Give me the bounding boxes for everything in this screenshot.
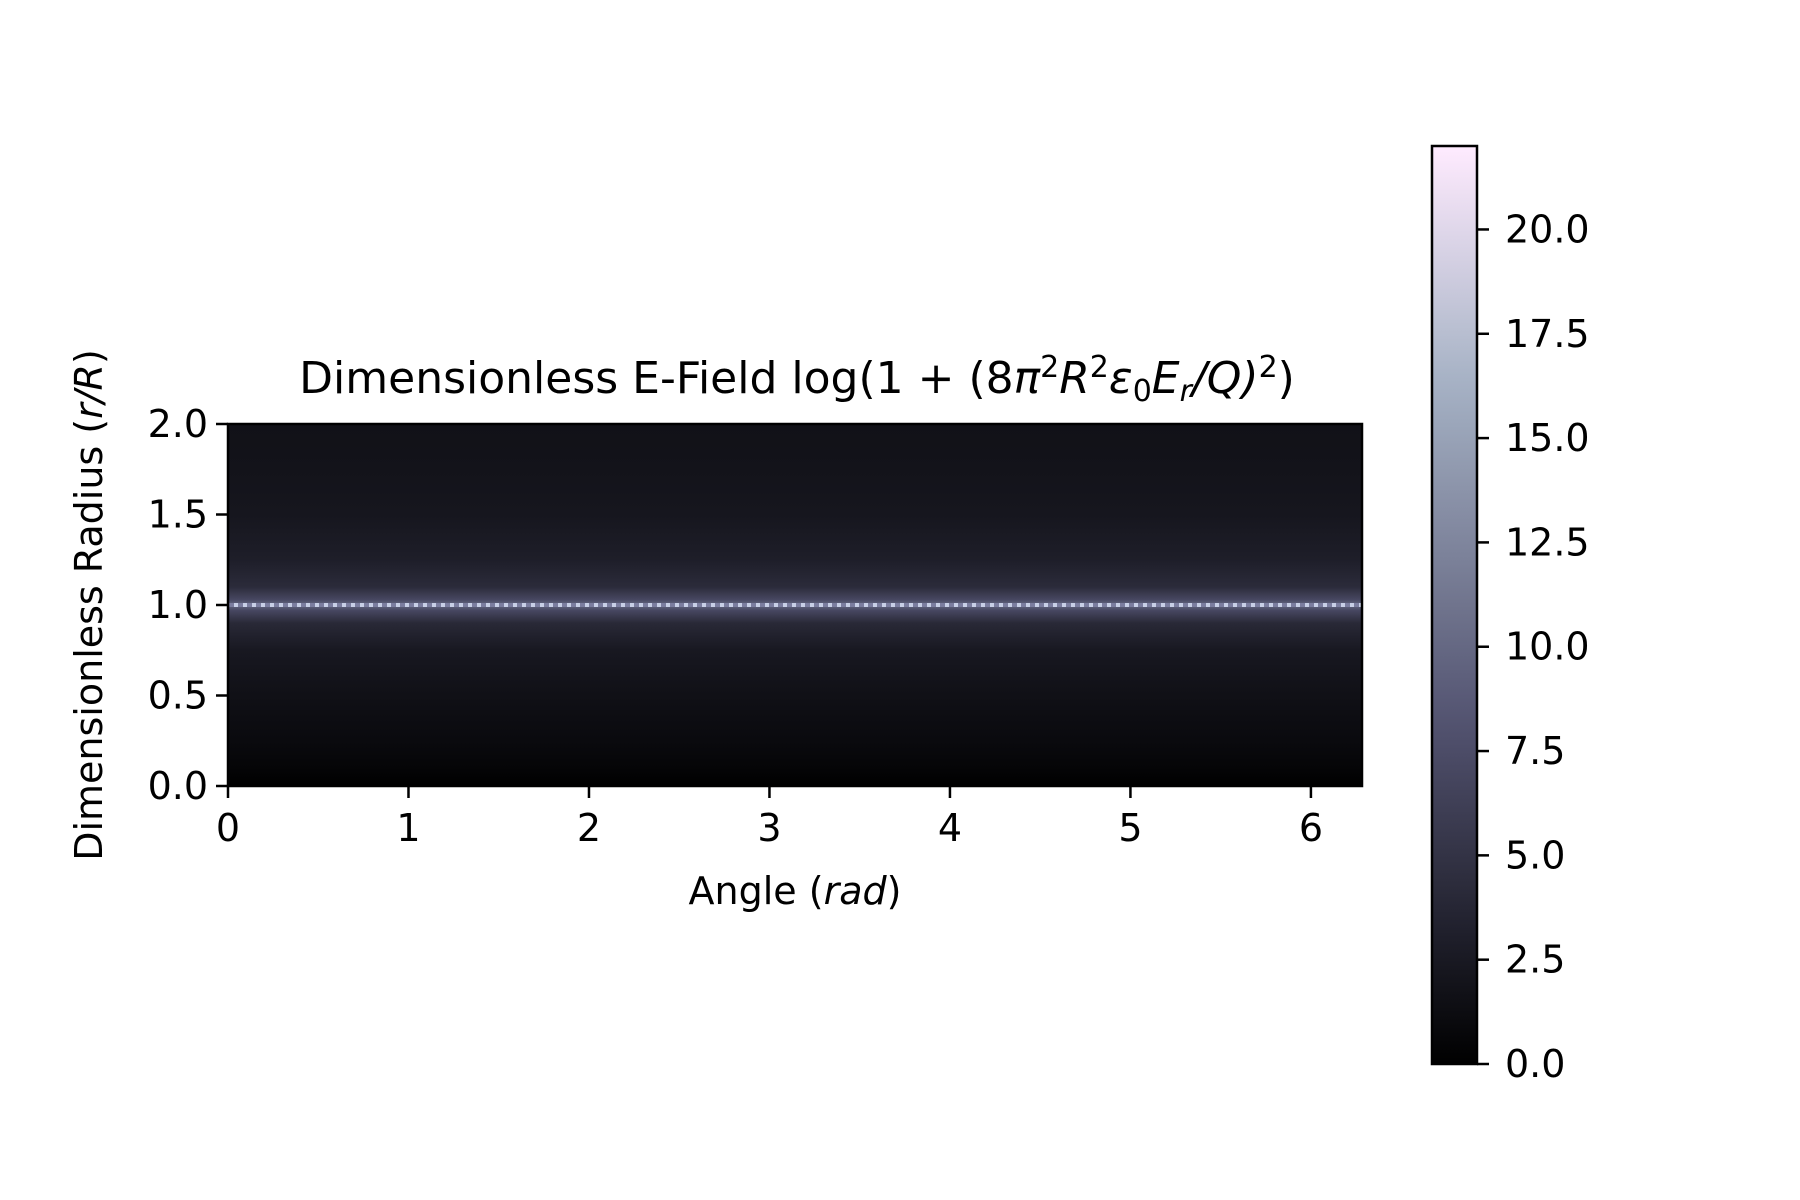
peak-line bbox=[228, 603, 1362, 607]
x-tick-label: 4 bbox=[938, 806, 962, 850]
x-axis-label: Angle (rad) bbox=[689, 869, 902, 913]
x-tick-label: 1 bbox=[396, 806, 420, 850]
y-tick-label: 2.0 bbox=[148, 402, 208, 446]
y-tick-label: 1.5 bbox=[148, 493, 208, 537]
x-axis: 0 1 2 3 4 5 6 bbox=[216, 786, 1323, 850]
colorbar-tick-label: 20.0 bbox=[1505, 207, 1590, 251]
y-axis-label: Dimensionless Radius (r/R) bbox=[67, 349, 111, 861]
x-tick-label: 0 bbox=[216, 806, 240, 850]
colorbar-tick-label: 5.0 bbox=[1505, 833, 1565, 877]
chart-title: Dimensionless E-Field log(1 + (8π2R2ε0Er… bbox=[299, 350, 1295, 409]
y-tick-label: 0.0 bbox=[148, 764, 208, 808]
colorbar-tick-label: 0.0 bbox=[1505, 1042, 1565, 1086]
y-tick-label: 0.5 bbox=[148, 674, 208, 718]
colorbar-tick-label: 12.5 bbox=[1505, 520, 1590, 564]
colorbar: 0.0 2.5 5.0 7.5 10.0 12.5 15.0 17.5 20.0 bbox=[1430, 144, 1590, 1086]
colorbar-gradient-bar bbox=[1432, 146, 1477, 1064]
colorbar-ticks: 0.0 2.5 5.0 7.5 10.0 12.5 15.0 17.5 20.0 bbox=[1477, 207, 1590, 1086]
colorbar-tick-label: 2.5 bbox=[1505, 938, 1565, 982]
y-axis: 0.0 0.5 1.0 1.5 2.0 bbox=[148, 402, 228, 808]
y-tick-label: 1.0 bbox=[148, 583, 208, 627]
x-tick-label: 3 bbox=[757, 806, 781, 850]
heatmap-area bbox=[226, 422, 1364, 788]
colorbar-tick-label: 10.0 bbox=[1505, 625, 1590, 669]
colorbar-frame bbox=[1430, 144, 1479, 1066]
x-tick-label: 6 bbox=[1299, 806, 1323, 850]
x-tick-label: 5 bbox=[1118, 806, 1142, 850]
colorbar-tick-label: 17.5 bbox=[1505, 312, 1590, 356]
colorbar-tick-label: 15.0 bbox=[1505, 416, 1590, 460]
colorbar-tick-label: 7.5 bbox=[1505, 729, 1565, 773]
x-tick-label: 2 bbox=[577, 806, 601, 850]
